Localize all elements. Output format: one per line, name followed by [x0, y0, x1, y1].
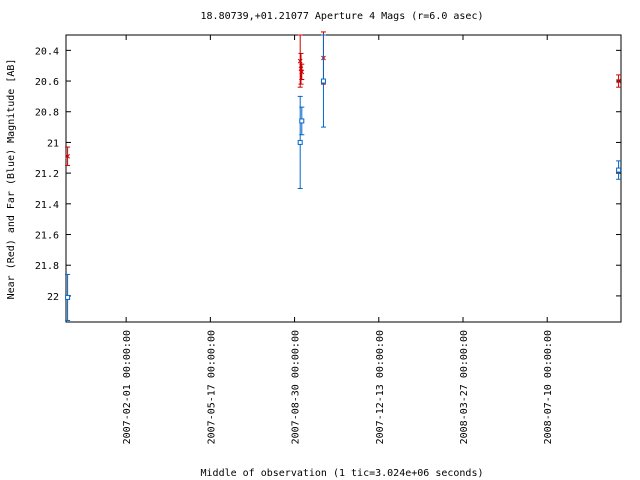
y-tick-label: 21.4 — [35, 200, 59, 211]
series-x — [65, 31, 622, 166]
square-marker — [320, 78, 326, 84]
square-marker — [297, 139, 303, 145]
y-axis-label: Near (Red) and Far (Blue) Magnitude [AB] — [6, 59, 17, 300]
x-axis: 2007-02-01 00:00:00 2007-05-17 00:00:00 20… — [122, 35, 554, 444]
series-square — [65, 34, 622, 321]
y-tick-label: 21.2 — [35, 169, 59, 180]
data-point — [616, 74, 622, 88]
y-tick-label: 20.4 — [35, 46, 59, 57]
y-tick-label: 21.8 — [35, 261, 59, 272]
data-point — [616, 160, 622, 180]
y-axis: 20.4 20.6 20.8 21 21.2 21.4 21.6 21.8 22 — [35, 46, 621, 303]
square-marker — [616, 167, 622, 173]
plot-frame — [65, 34, 622, 323]
y-tick-label: 21 — [47, 138, 59, 149]
data-point — [299, 63, 305, 81]
y-tick-label: 20.6 — [35, 77, 59, 88]
y-tick-label: 21.6 — [35, 231, 59, 242]
square-marker — [299, 118, 305, 124]
x-marker — [65, 153, 70, 159]
x-tick-label: 2007-05-17 00:00:00 — [206, 330, 217, 444]
x-tick-label: 2007-08-30 00:00:00 — [291, 330, 302, 444]
y-tick-label: 20.8 — [35, 108, 59, 119]
x-tick-label: 2007-02-01 00:00:00 — [122, 330, 133, 444]
chart-title: 18.80739,+01.21077 Aperture 4 Mags (r=6.… — [201, 11, 484, 22]
data-point — [298, 52, 304, 85]
x-marker — [616, 78, 621, 84]
data-series — [65, 31, 622, 321]
data-point — [297, 34, 303, 88]
x-marker — [299, 69, 305, 75]
data-point — [299, 106, 305, 136]
data-point — [65, 146, 71, 166]
data-point — [297, 95, 303, 189]
y-tick-label: 22 — [47, 292, 59, 303]
square-marker — [65, 294, 71, 300]
x-tick-label: 2008-03-27 00:00:00 — [459, 330, 470, 444]
x-marker — [297, 58, 303, 64]
x-axis-label: Middle of observation (1 tic=3.024e+06 s… — [201, 468, 484, 479]
data-point — [320, 34, 326, 128]
data-point — [65, 273, 71, 321]
x-tick-label: 2008-07-10 00:00:00 — [543, 330, 554, 444]
x-tick-label: 2007-12-13 00:00:00 — [375, 330, 386, 444]
